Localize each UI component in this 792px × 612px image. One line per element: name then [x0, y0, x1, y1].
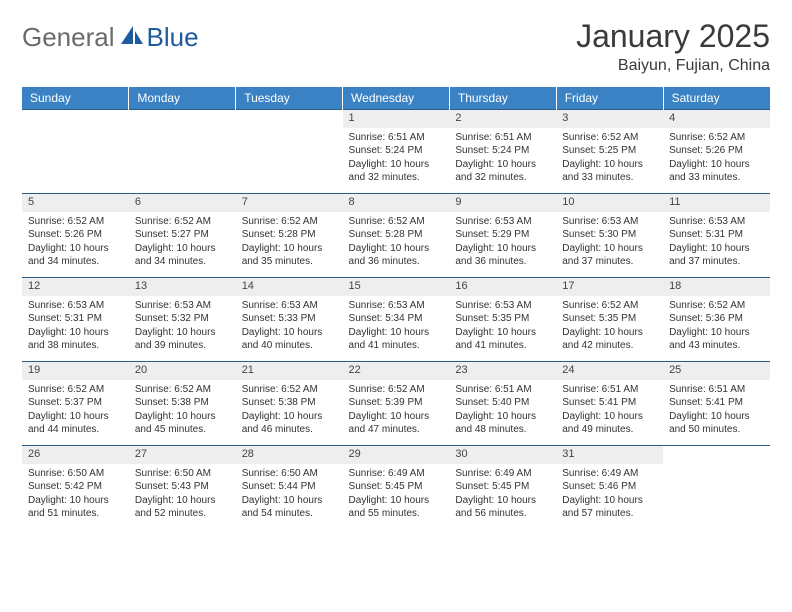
day-number-cell: 13 — [129, 278, 236, 296]
day-content-cell — [663, 464, 770, 530]
day-content-cell: Sunrise: 6:52 AMSunset: 5:38 PMDaylight:… — [236, 380, 343, 446]
day-content-row: Sunrise: 6:53 AMSunset: 5:31 PMDaylight:… — [22, 296, 770, 362]
weekday-header: Tuesday — [236, 87, 343, 110]
day-content-cell: Sunrise: 6:49 AMSunset: 5:45 PMDaylight:… — [343, 464, 450, 530]
day-content-cell: Sunrise: 6:53 AMSunset: 5:34 PMDaylight:… — [343, 296, 450, 362]
day-content-row: Sunrise: 6:51 AMSunset: 5:24 PMDaylight:… — [22, 128, 770, 194]
day-number-cell: 12 — [22, 278, 129, 296]
day-number-cell: 31 — [556, 446, 663, 464]
weekday-header: Monday — [129, 87, 236, 110]
day-number-cell: 5 — [22, 194, 129, 212]
day-number-cell: 6 — [129, 194, 236, 212]
day-number-cell: 7 — [236, 194, 343, 212]
day-number-cell: 23 — [449, 362, 556, 380]
day-content-cell: Sunrise: 6:52 AMSunset: 5:35 PMDaylight:… — [556, 296, 663, 362]
day-number-row: 19202122232425 — [22, 362, 770, 380]
weekday-header-row: SundayMondayTuesdayWednesdayThursdayFrid… — [22, 87, 770, 110]
day-number-cell: 27 — [129, 446, 236, 464]
day-number-cell — [236, 110, 343, 128]
day-content-cell: Sunrise: 6:52 AMSunset: 5:38 PMDaylight:… — [129, 380, 236, 446]
day-content-row: Sunrise: 6:52 AMSunset: 5:37 PMDaylight:… — [22, 380, 770, 446]
day-content-cell: Sunrise: 6:49 AMSunset: 5:45 PMDaylight:… — [449, 464, 556, 530]
header: General Blue January 2025 Baiyun, Fujian… — [22, 18, 770, 75]
logo-text-general: General — [22, 22, 115, 53]
location: Baiyun, Fujian, China — [576, 57, 770, 75]
day-number-cell: 16 — [449, 278, 556, 296]
day-number-cell: 10 — [556, 194, 663, 212]
day-content-cell — [129, 128, 236, 194]
day-content-cell: Sunrise: 6:52 AMSunset: 5:26 PMDaylight:… — [22, 212, 129, 278]
day-content-cell: Sunrise: 6:51 AMSunset: 5:41 PMDaylight:… — [556, 380, 663, 446]
calendar-body: 1234Sunrise: 6:51 AMSunset: 5:24 PMDayli… — [22, 110, 770, 530]
day-content-cell: Sunrise: 6:50 AMSunset: 5:44 PMDaylight:… — [236, 464, 343, 530]
day-number-cell: 28 — [236, 446, 343, 464]
day-content-cell — [22, 128, 129, 194]
day-number-row: 1234 — [22, 110, 770, 128]
weekday-header: Friday — [556, 87, 663, 110]
day-number-cell: 22 — [343, 362, 450, 380]
day-content-cell — [236, 128, 343, 194]
day-number-cell: 29 — [343, 446, 450, 464]
day-content-cell: Sunrise: 6:53 AMSunset: 5:31 PMDaylight:… — [663, 212, 770, 278]
day-content-row: Sunrise: 6:52 AMSunset: 5:26 PMDaylight:… — [22, 212, 770, 278]
day-number-cell: 14 — [236, 278, 343, 296]
day-number-cell: 11 — [663, 194, 770, 212]
day-number-cell: 9 — [449, 194, 556, 212]
day-content-cell: Sunrise: 6:53 AMSunset: 5:32 PMDaylight:… — [129, 296, 236, 362]
day-content-cell: Sunrise: 6:53 AMSunset: 5:35 PMDaylight:… — [449, 296, 556, 362]
day-content-cell: Sunrise: 6:50 AMSunset: 5:42 PMDaylight:… — [22, 464, 129, 530]
day-content-cell: Sunrise: 6:51 AMSunset: 5:40 PMDaylight:… — [449, 380, 556, 446]
day-content-cell: Sunrise: 6:53 AMSunset: 5:33 PMDaylight:… — [236, 296, 343, 362]
day-content-cell: Sunrise: 6:49 AMSunset: 5:46 PMDaylight:… — [556, 464, 663, 530]
day-number-cell: 26 — [22, 446, 129, 464]
day-number-cell — [663, 446, 770, 464]
day-content-cell: Sunrise: 6:52 AMSunset: 5:27 PMDaylight:… — [129, 212, 236, 278]
day-content-cell: Sunrise: 6:53 AMSunset: 5:30 PMDaylight:… — [556, 212, 663, 278]
day-number-cell: 4 — [663, 110, 770, 128]
day-number-cell: 3 — [556, 110, 663, 128]
day-content-cell: Sunrise: 6:52 AMSunset: 5:36 PMDaylight:… — [663, 296, 770, 362]
day-content-cell: Sunrise: 6:52 AMSunset: 5:28 PMDaylight:… — [236, 212, 343, 278]
weekday-header: Sunday — [22, 87, 129, 110]
day-content-cell: Sunrise: 6:52 AMSunset: 5:28 PMDaylight:… — [343, 212, 450, 278]
day-number-cell: 15 — [343, 278, 450, 296]
day-content-cell: Sunrise: 6:50 AMSunset: 5:43 PMDaylight:… — [129, 464, 236, 530]
sail-icon — [119, 22, 145, 53]
day-number-row: 262728293031 — [22, 446, 770, 464]
day-number-cell: 19 — [22, 362, 129, 380]
day-number-cell — [22, 110, 129, 128]
logo: General Blue — [22, 18, 199, 53]
month-title: January 2025 — [576, 18, 770, 55]
day-content-cell: Sunrise: 6:52 AMSunset: 5:37 PMDaylight:… — [22, 380, 129, 446]
day-content-cell: Sunrise: 6:52 AMSunset: 5:25 PMDaylight:… — [556, 128, 663, 194]
day-number-cell: 20 — [129, 362, 236, 380]
day-number-cell: 25 — [663, 362, 770, 380]
day-number-row: 567891011 — [22, 194, 770, 212]
day-content-cell: Sunrise: 6:51 AMSunset: 5:41 PMDaylight:… — [663, 380, 770, 446]
day-number-cell: 8 — [343, 194, 450, 212]
day-content-cell: Sunrise: 6:53 AMSunset: 5:29 PMDaylight:… — [449, 212, 556, 278]
calendar-table: SundayMondayTuesdayWednesdayThursdayFrid… — [22, 87, 770, 530]
day-number-cell — [129, 110, 236, 128]
weekday-header: Thursday — [449, 87, 556, 110]
weekday-header: Saturday — [663, 87, 770, 110]
weekday-header: Wednesday — [343, 87, 450, 110]
day-content-cell: Sunrise: 6:53 AMSunset: 5:31 PMDaylight:… — [22, 296, 129, 362]
day-number-row: 12131415161718 — [22, 278, 770, 296]
day-number-cell: 17 — [556, 278, 663, 296]
day-content-cell: Sunrise: 6:52 AMSunset: 5:39 PMDaylight:… — [343, 380, 450, 446]
day-content-cell: Sunrise: 6:51 AMSunset: 5:24 PMDaylight:… — [343, 128, 450, 194]
day-content-cell: Sunrise: 6:51 AMSunset: 5:24 PMDaylight:… — [449, 128, 556, 194]
day-content-row: Sunrise: 6:50 AMSunset: 5:42 PMDaylight:… — [22, 464, 770, 530]
day-number-cell: 1 — [343, 110, 450, 128]
title-block: January 2025 Baiyun, Fujian, China — [576, 18, 770, 75]
day-content-cell: Sunrise: 6:52 AMSunset: 5:26 PMDaylight:… — [663, 128, 770, 194]
day-number-cell: 2 — [449, 110, 556, 128]
day-number-cell: 24 — [556, 362, 663, 380]
day-number-cell: 18 — [663, 278, 770, 296]
logo-text-blue: Blue — [147, 22, 199, 53]
day-number-cell: 30 — [449, 446, 556, 464]
day-number-cell: 21 — [236, 362, 343, 380]
